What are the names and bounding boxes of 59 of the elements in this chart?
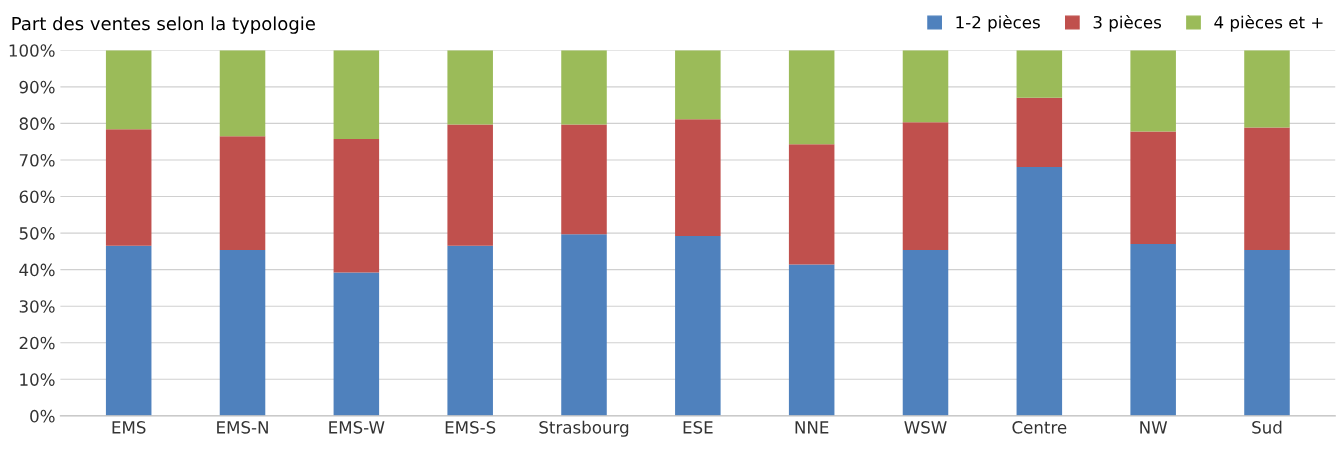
bar — [447, 50, 493, 125]
bar — [902, 50, 949, 123]
y-tick-label: 30% — [19, 300, 55, 313]
bar — [105, 245, 152, 416]
bar — [105, 129, 152, 246]
y-tick-label: 80% — [19, 117, 55, 130]
bar — [219, 50, 266, 137]
bar — [333, 272, 380, 416]
x-tick-label: EMS-S — [445, 421, 496, 434]
bar — [561, 124, 607, 235]
bar — [675, 119, 721, 236]
bar — [1016, 97, 1063, 167]
x-tick-label: EMS — [112, 421, 146, 434]
bar — [1016, 166, 1063, 416]
bar — [788, 264, 835, 416]
bar — [675, 235, 721, 416]
y-tick-label: 0% — [30, 409, 55, 423]
legend-label: 4 pièces et + — [1214, 15, 1323, 32]
bar — [1130, 244, 1176, 416]
y-tick-label: 10% — [20, 373, 55, 386]
y-tick-label: 90% — [19, 80, 55, 94]
bar — [333, 50, 380, 140]
y-tick-label: 60% — [19, 190, 55, 204]
chart-title: Part des ventes selon la typologie — [12, 16, 315, 34]
bar — [561, 50, 607, 125]
x-tick-label: NW — [1140, 421, 1168, 434]
bar — [1244, 50, 1290, 128]
bar — [561, 234, 607, 416]
x-tick-label: NNE — [795, 421, 829, 434]
bar — [1016, 50, 1063, 98]
x-tick-label: Sud — [1252, 420, 1282, 434]
y-tick-label: 70% — [19, 153, 55, 167]
bar — [788, 144, 835, 265]
bar — [1130, 50, 1176, 132]
bar — [1244, 249, 1290, 416]
bar — [105, 50, 152, 130]
bar — [1244, 127, 1290, 250]
bar — [219, 249, 266, 416]
bar — [333, 139, 380, 273]
bar — [902, 249, 949, 416]
bar — [447, 124, 493, 246]
x-tick-label: Centre — [1012, 421, 1067, 434]
legend-label: 3 pièces — [1093, 15, 1162, 32]
y-tick-label: 40% — [19, 263, 55, 277]
bar — [788, 50, 835, 145]
bar — [902, 122, 949, 250]
bar — [219, 136, 266, 250]
legend-label: 1-2 pièces — [956, 15, 1040, 32]
y-tick-label: 100% — [9, 44, 55, 57]
x-tick-label: EMS-W — [329, 421, 385, 434]
y-tick-label: 50% — [19, 227, 55, 240]
y-tick-label: 20% — [19, 336, 55, 350]
x-tick-label: Strasbourg — [539, 420, 629, 437]
x-tick-label: WSW — [904, 421, 947, 434]
bar — [447, 245, 493, 416]
x-tick-label: EMS-N — [217, 421, 268, 434]
bar — [675, 50, 721, 120]
x-tick-label: ESE — [683, 421, 713, 434]
bar — [1130, 131, 1176, 245]
